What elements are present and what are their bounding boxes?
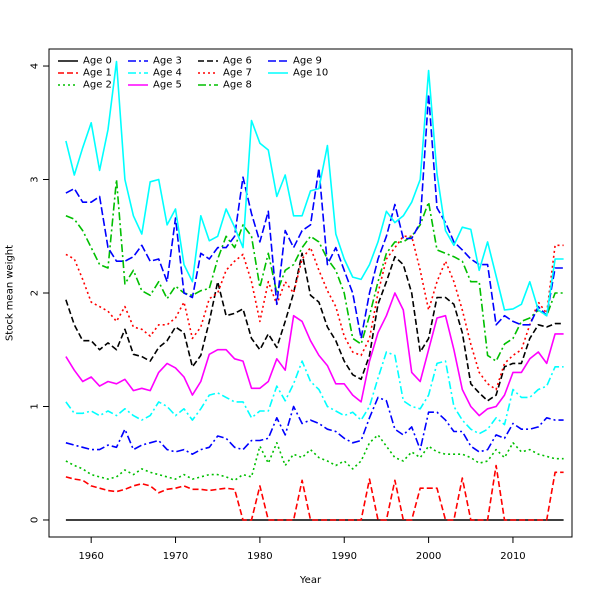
- legend-label-age-9: Age 9: [293, 56, 322, 67]
- legend-label-age-0: Age 0: [83, 56, 112, 67]
- legend-label-age-6: Age 6: [223, 56, 252, 67]
- legend-label-age-10: Age 10: [293, 68, 328, 79]
- y-tick-label: 3: [30, 176, 41, 182]
- x-tick-label: 2000: [416, 551, 441, 562]
- y-axis-title: Stock mean weight: [5, 245, 16, 341]
- series-line-age-10: [65, 60, 564, 317]
- y-tick-label: 4: [30, 63, 41, 69]
- series-line-age-8: [65, 178, 564, 362]
- y-tick-label: 2: [30, 290, 41, 296]
- legend-label-age-8: Age 8: [223, 80, 252, 91]
- series-line-age-4: [65, 351, 564, 435]
- plot-frame: [48, 48, 573, 538]
- series-line-age-7: [65, 235, 564, 391]
- y-tick-label: 1: [30, 403, 41, 409]
- series-line-age-2: [65, 434, 564, 482]
- series-line-age-3: [65, 396, 564, 456]
- series-line-age-5: [65, 292, 564, 417]
- x-tick-label: 1970: [163, 551, 188, 562]
- x-tick-label: 1980: [247, 551, 272, 562]
- legend-label-age-1: Age 1: [83, 68, 112, 79]
- series-line-age-1: [65, 464, 564, 521]
- x-axis-title: Year: [299, 575, 322, 586]
- series-line-age-9: [65, 93, 564, 340]
- x-axis: 1960 1970 1980 1990 2000 2010: [78, 537, 526, 562]
- legend-label-age-4: Age 4: [153, 68, 182, 79]
- y-axis: 0 1 2 3 4: [30, 63, 49, 523]
- plot-lines: [65, 60, 564, 521]
- legend-label-age-5: Age 5: [153, 80, 182, 91]
- y-tick-label: 0: [30, 517, 41, 523]
- x-tick-label: 1990: [332, 551, 357, 562]
- legend-label-age-3: Age 3: [153, 56, 182, 67]
- x-tick-label: 2010: [500, 551, 525, 562]
- legend-label-age-2: Age 2: [83, 80, 112, 91]
- x-tick-label: 1960: [78, 551, 103, 562]
- legend-label-age-7: Age 7: [223, 68, 252, 79]
